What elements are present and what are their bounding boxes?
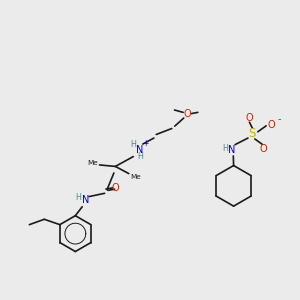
Text: O: O (184, 109, 191, 118)
Text: N: N (136, 145, 143, 155)
Text: Me: Me (87, 160, 98, 166)
Text: H: H (137, 152, 143, 161)
Text: O: O (245, 113, 253, 123)
Text: N: N (82, 195, 89, 205)
Text: O: O (259, 144, 267, 154)
Text: H: H (223, 144, 229, 153)
Text: Me: Me (130, 175, 141, 181)
Text: O: O (112, 183, 119, 193)
Text: O: O (267, 120, 275, 130)
Text: -: - (278, 114, 281, 124)
Text: N: N (228, 145, 236, 155)
Text: H: H (130, 140, 136, 148)
Text: H: H (75, 193, 81, 202)
Text: S: S (249, 127, 256, 140)
Text: +: + (142, 139, 149, 148)
